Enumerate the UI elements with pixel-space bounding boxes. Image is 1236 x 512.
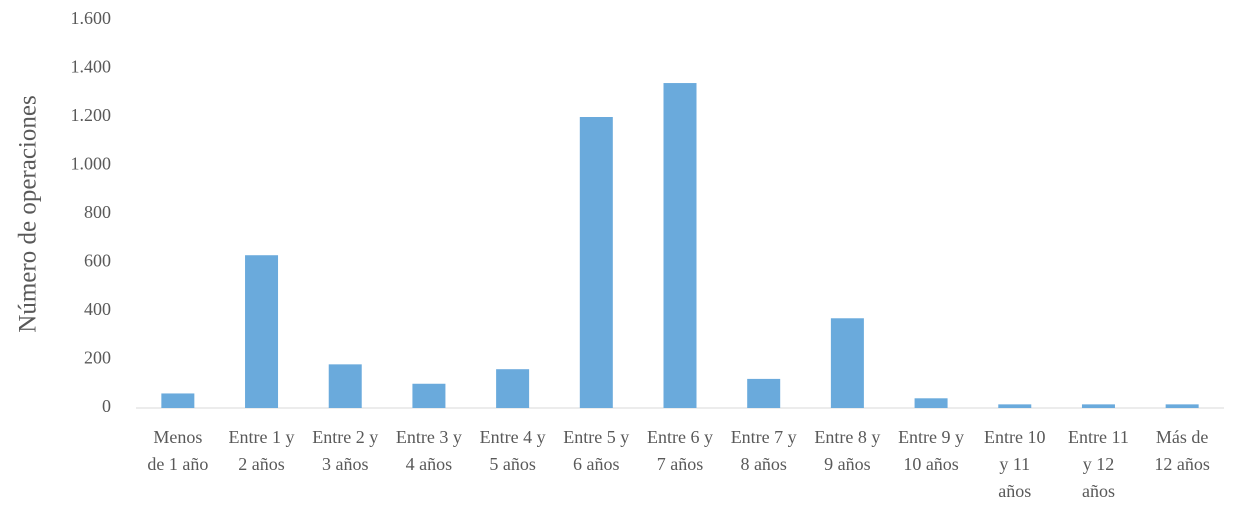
- x-tick-label: Entre 9 y 10 años: [898, 427, 965, 474]
- y-tick-label: 200: [84, 348, 111, 368]
- bar: [663, 83, 697, 409]
- x-tick-label: Entre 5 y 6 años: [563, 427, 630, 474]
- x-tick-label: Entre 3 y 4 años: [395, 427, 462, 474]
- y-tick-label: 600: [84, 251, 111, 271]
- x-tick-label: Menos de 1 año: [147, 427, 209, 474]
- bar: [328, 364, 362, 408]
- bar: [496, 369, 530, 408]
- bar: [830, 318, 864, 408]
- y-tick-label: 1.600: [71, 8, 112, 28]
- y-tick-label: 1.200: [71, 105, 112, 125]
- y-tick-label: 800: [84, 202, 111, 222]
- y-tick-label: 400: [84, 299, 111, 319]
- x-tick-label: Entre 6 y 7 años: [647, 427, 713, 474]
- bar: [1165, 404, 1199, 408]
- bar: [1081, 404, 1115, 408]
- x-tick-label: Entre 11 y 12 años: [1068, 427, 1129, 501]
- bar: [747, 378, 781, 408]
- y-axis-label: Número de operaciones: [15, 95, 42, 332]
- bar: [914, 398, 948, 408]
- bar: [998, 404, 1032, 408]
- bar: [412, 383, 446, 408]
- x-tick-label: Entre 2 y 3 años: [312, 427, 379, 474]
- x-tick-label: Entre 1 y 2 años: [228, 427, 295, 474]
- x-tick-label: Entre 7 y 8 años: [730, 427, 797, 474]
- y-tick-label: 1.400: [71, 57, 112, 77]
- bar: [579, 117, 613, 408]
- y-tick-label: 1.000: [71, 154, 112, 174]
- y-tick-label: 0: [102, 396, 111, 416]
- x-tick-label: Entre 8 y 9 años: [814, 427, 881, 474]
- x-tick-label: Más de 12 años: [1154, 427, 1210, 474]
- x-tick-label: Entre 4 y 5 años: [479, 427, 546, 474]
- bar: [161, 393, 195, 408]
- x-tick-label: Entre 10 y 11 años: [984, 427, 1046, 501]
- bar: [245, 255, 279, 408]
